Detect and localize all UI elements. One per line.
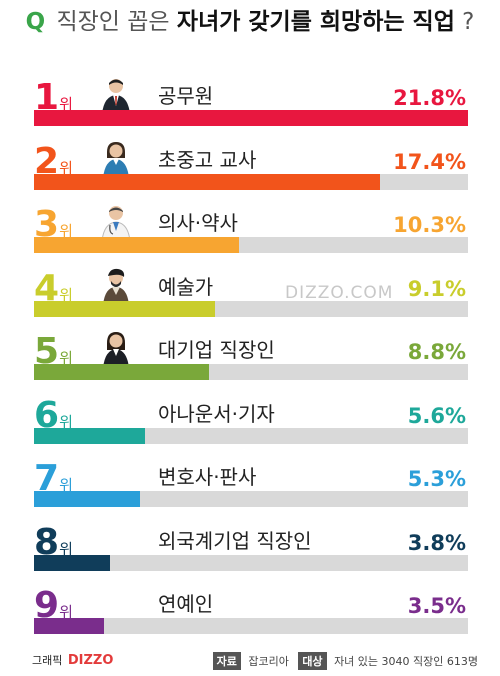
rank-label: 8위 (34, 521, 73, 567)
rank-number: 8 (34, 521, 59, 563)
watermark: DIZZO.COM (285, 283, 394, 303)
rank-suffix: 위 (59, 95, 73, 113)
value-label: 3.5% (407, 594, 466, 618)
bar (34, 618, 104, 634)
graphic-label: 그래픽 (32, 654, 63, 667)
rank-number: 1 (34, 77, 59, 118)
value-label: 21.8% (393, 86, 466, 110)
rank-number: 2 (34, 140, 59, 182)
job-label: 변호사·판사 (158, 465, 257, 489)
rank-suffix: 위 (59, 603, 73, 621)
job-label: 초중고 교사 (158, 147, 257, 172)
rank-number: 7 (34, 458, 59, 499)
brand-logo: DIZZO (67, 653, 114, 668)
rank-suffix: 위 (59, 222, 73, 240)
job-label: 의사·약사 (158, 211, 238, 235)
doctor-icon (96, 201, 136, 242)
bar (34, 300, 216, 317)
businessman-icon (96, 74, 136, 114)
bar-track (34, 491, 468, 507)
value-label: 17.4% (393, 149, 466, 174)
bar-track (34, 618, 468, 634)
bar (34, 173, 381, 190)
bar-track (34, 237, 468, 253)
bar-track (34, 427, 468, 444)
target-value: 자녀 있는 3040 직장인 613명 (334, 655, 478, 668)
title-part-1: 직장인 꼽은 (56, 9, 177, 35)
rank-label: 1위 (34, 77, 73, 122)
rank-label: 6위 (34, 394, 73, 440)
rank-number: 5 (34, 331, 59, 372)
bar (34, 554, 110, 571)
rank-label: 2위 (34, 140, 73, 186)
footer: 그래픽 DIZZO 자료 잡코리아 대상 자녀 있는 3040 직장인 613명 (0, 644, 500, 674)
value-label: 8.8% (407, 340, 466, 364)
bar-track (34, 554, 468, 571)
rank-suffix: 위 (59, 349, 73, 367)
artist-icon (96, 265, 136, 305)
rank-label: 9위 (34, 585, 73, 630)
job-label: 대기업 직장인 (158, 338, 275, 362)
value-label: 3.8% (407, 530, 466, 555)
rank-suffix: 위 (59, 412, 73, 431)
bar-track (34, 173, 468, 190)
title-part-2: 자녀가 갖기를 희망하는 직업 (176, 9, 455, 35)
bar (34, 427, 146, 444)
job-label: 아나운서·기자 (158, 401, 275, 426)
title-part-3: ? (462, 9, 475, 35)
job-label: 예술가 (158, 274, 214, 299)
rank-number: 4 (34, 267, 59, 309)
source-info: 자료 잡코리아 대상 자녀 있는 3040 직장인 613명 (212, 652, 484, 670)
source-value: 잡코리아 (248, 655, 289, 668)
office-worker-icon (96, 328, 136, 368)
rank-label: 5위 (34, 331, 73, 376)
job-label: 연예인 (158, 592, 214, 616)
source-tag: 자료 (212, 652, 241, 670)
graphic-credit: 그래픽 DIZZO (32, 652, 113, 668)
target-tag: 대상 (298, 652, 327, 670)
job-label: 공무원 (158, 84, 214, 108)
job-label: 외국계기업 직장인 (158, 528, 312, 553)
bar-track (34, 300, 468, 317)
rank-number: 3 (34, 204, 59, 245)
rank-suffix: 위 (59, 539, 73, 558)
bar-track (34, 364, 468, 380)
bar (34, 364, 210, 380)
rank-label: 4위 (34, 267, 73, 313)
value-label: 5.3% (407, 467, 466, 491)
rank-number: 9 (34, 585, 59, 626)
rank-suffix: 위 (59, 476, 73, 494)
rank-number: 6 (34, 394, 59, 436)
female-teacher-icon (96, 138, 136, 178)
rank-label: 7위 (34, 458, 73, 503)
bar-track (34, 110, 468, 126)
bar (34, 491, 140, 507)
value-label: 10.3% (393, 213, 466, 237)
question-mark-q: Q (25, 9, 46, 35)
rank-suffix: 위 (59, 285, 73, 304)
bar (34, 237, 240, 253)
rank-suffix: 위 (59, 158, 73, 177)
bar (34, 110, 468, 126)
value-label: 9.1% (407, 276, 466, 301)
rank-label: 3위 (34, 204, 73, 249)
chart-title: Q 직장인 꼽은 자녀가 갖기를 희망하는 직업 ? (0, 4, 500, 40)
value-label: 5.6% (407, 403, 466, 428)
